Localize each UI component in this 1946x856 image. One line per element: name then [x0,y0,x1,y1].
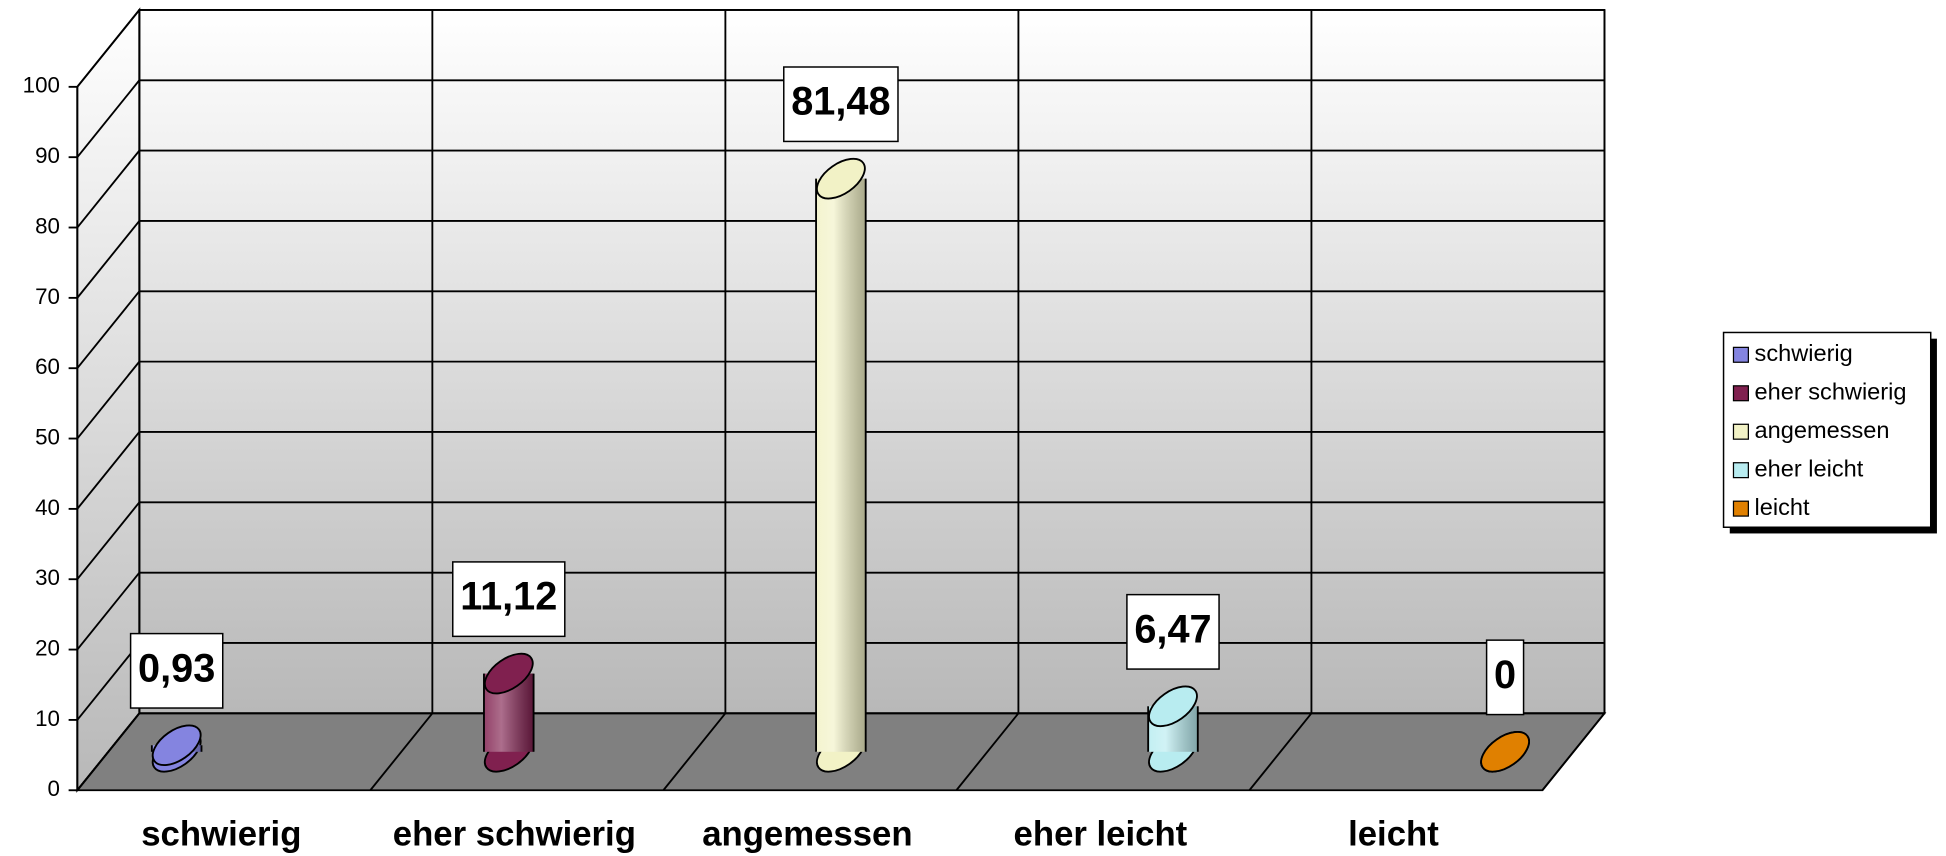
value-label: 0 [1494,653,1516,697]
value-label: 6,47 [1134,607,1211,651]
y-tick-label: 80 [35,213,60,238]
floor-divider [1541,712,1606,791]
y-tick-label: 10 [35,706,60,731]
legend-swatch [1732,346,1749,363]
legend-label: eher leicht [1755,455,1864,481]
cylinder-top [1480,731,1530,773]
grid-line [76,79,141,158]
grid-line [76,431,141,510]
cylinder [815,157,867,773]
cylinder-top [816,157,866,200]
cylinder [483,652,535,773]
value-label-box [1485,639,1525,716]
y-tick-label: 0 [48,776,60,801]
grid-line [76,572,141,651]
grid-line [76,150,141,229]
legend-swatch [1732,500,1749,517]
x-tick-label: eher leicht [1014,815,1188,853]
y-tick-label: 40 [35,495,60,520]
x-tick-label: eher schwierig [393,815,636,853]
y-tick-label: 30 [35,565,60,590]
y-tick-label: 60 [35,354,60,379]
y-tick-label: 70 [35,284,60,309]
value-label-box [1126,593,1220,670]
floor-divider [955,712,1020,791]
x-tick-label: angemessen [702,815,912,853]
grid-line [76,220,141,299]
cylinder-shade [816,178,866,752]
legend-label: schwierig [1755,340,1853,366]
value-label: 11,12 [460,575,557,619]
grid-line [76,501,141,580]
value-label: 0,93 [138,646,215,690]
x-tick-label: schwierig [141,815,301,853]
legend-swatch [1732,462,1749,479]
legend-swatch [1732,423,1749,440]
y-tick-label: 50 [35,424,60,449]
legend-label: leicht [1755,494,1810,520]
value-label: 81,48 [791,80,890,124]
grid-line [76,9,141,88]
cylinder [1147,685,1199,773]
cylinder [1480,731,1530,773]
floor-divider [76,712,141,791]
y-tick-label: 20 [35,635,60,660]
floor-divider [1248,712,1313,791]
floor-divider [369,712,434,791]
x-tick-label: leicht [1348,815,1439,853]
legend-label: eher schwierig [1755,378,1907,404]
cylinder-top [1148,685,1198,728]
legend-label: angemessen [1755,417,1890,443]
value-label-box [129,632,224,709]
legend-swatch [1732,385,1749,402]
value-label-box [783,66,899,143]
cylinder [150,724,203,773]
floor-divider [662,712,727,791]
value-label-box [452,561,566,638]
y-tick-label: 100 [23,73,60,98]
grid-line [76,361,141,440]
cylinder-top [483,652,534,695]
cylinder-top [151,724,202,767]
legend [1722,331,1932,528]
grid-line [76,642,141,721]
y-tick-label: 90 [35,143,60,168]
grid-line [76,290,141,369]
